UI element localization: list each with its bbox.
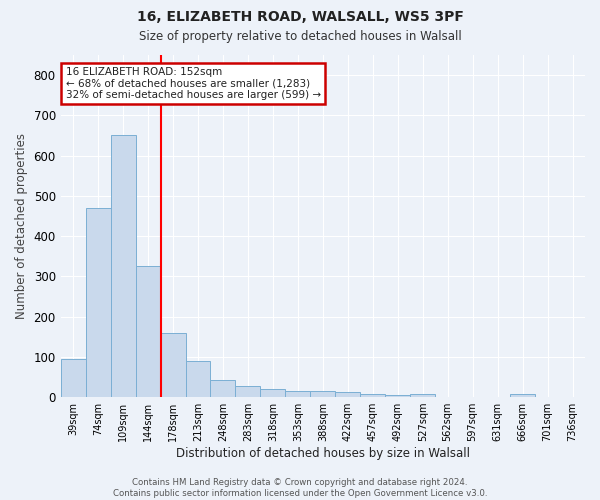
Bar xyxy=(410,394,435,397)
Bar xyxy=(286,391,310,397)
Bar xyxy=(360,394,385,397)
Bar xyxy=(110,136,136,397)
Bar xyxy=(385,395,410,397)
Bar xyxy=(310,391,335,397)
Text: 16, ELIZABETH ROAD, WALSALL, WS5 3PF: 16, ELIZABETH ROAD, WALSALL, WS5 3PF xyxy=(137,10,463,24)
Bar xyxy=(161,334,185,397)
Bar xyxy=(510,394,535,397)
X-axis label: Distribution of detached houses by size in Walsall: Distribution of detached houses by size … xyxy=(176,447,470,460)
Bar xyxy=(86,208,110,397)
Bar xyxy=(61,359,86,397)
Bar xyxy=(260,389,286,397)
Bar xyxy=(235,386,260,397)
Y-axis label: Number of detached properties: Number of detached properties xyxy=(15,133,28,319)
Bar xyxy=(136,266,161,397)
Text: Size of property relative to detached houses in Walsall: Size of property relative to detached ho… xyxy=(139,30,461,43)
Bar xyxy=(211,380,235,397)
Bar xyxy=(335,392,360,397)
Text: 16 ELIZABETH ROAD: 152sqm
← 68% of detached houses are smaller (1,283)
32% of se: 16 ELIZABETH ROAD: 152sqm ← 68% of detac… xyxy=(65,67,321,100)
Bar xyxy=(185,361,211,397)
Text: Contains HM Land Registry data © Crown copyright and database right 2024.
Contai: Contains HM Land Registry data © Crown c… xyxy=(113,478,487,498)
